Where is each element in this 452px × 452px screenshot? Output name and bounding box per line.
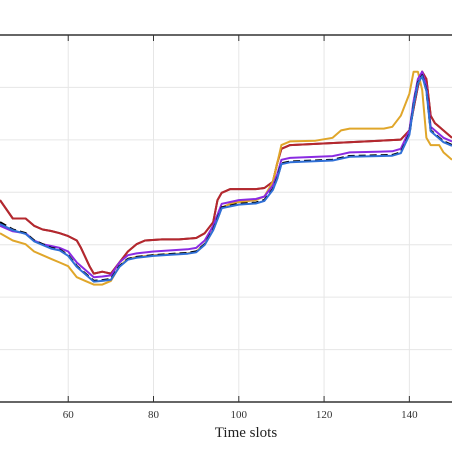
x-tick-label: 100: [231, 409, 248, 421]
x-tick-label: 80: [148, 409, 160, 421]
x-axis-ticks: 60 80 100 120 140: [63, 35, 418, 421]
series-line-3: [0, 70, 452, 286]
series-layer: [0, 70, 452, 286]
grid: [0, 35, 452, 402]
x-tick-label: 120: [316, 409, 333, 421]
x-tick-label: 140: [401, 409, 418, 421]
series-line-6: [0, 75, 452, 283]
x-tick-label: 60: [63, 409, 75, 421]
plot-frame: [0, 34, 452, 403]
x-axis-title: Time slots: [215, 425, 278, 441]
